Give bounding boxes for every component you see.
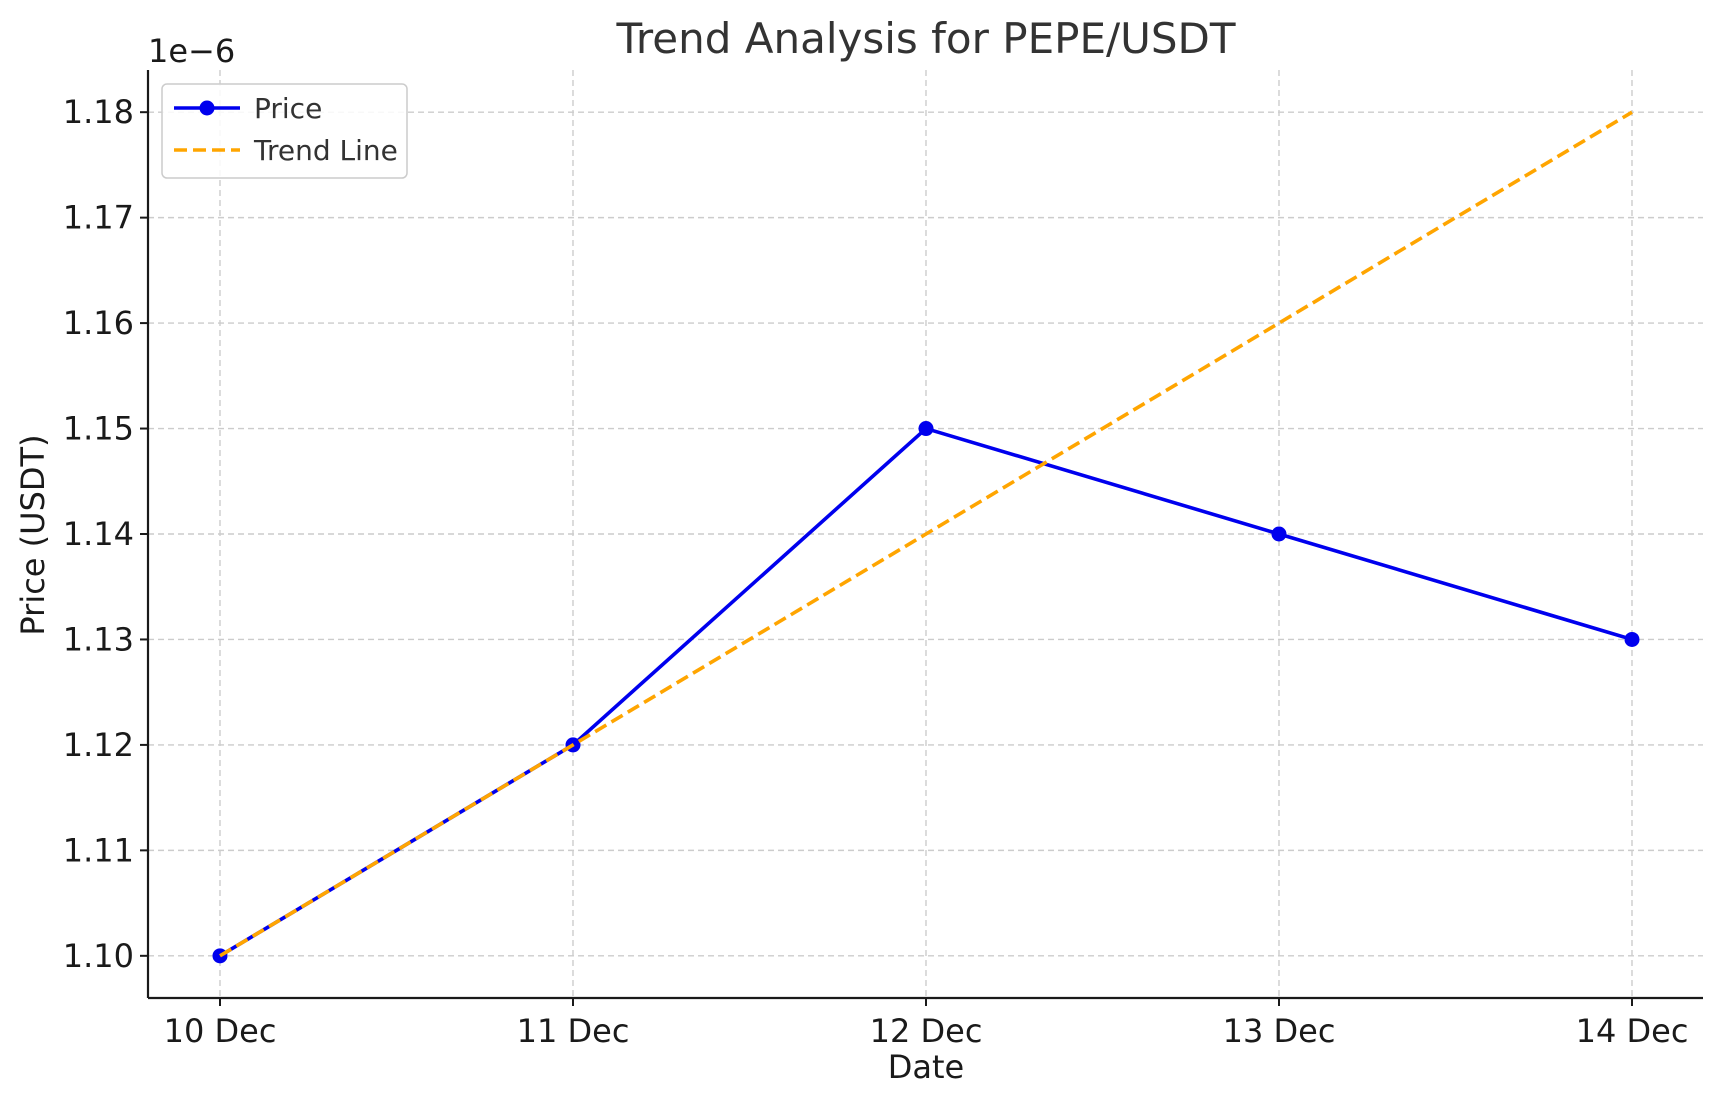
y-tick-label: 1.13 bbox=[63, 620, 134, 658]
y-tick-label: 1.10 bbox=[63, 937, 134, 975]
x-axis-label: Date bbox=[888, 1048, 964, 1086]
x-tick-label: 11 Dec bbox=[517, 1012, 630, 1050]
legend-price-marker bbox=[199, 100, 215, 116]
price-point bbox=[1271, 526, 1287, 542]
series bbox=[212, 110, 1640, 964]
x-tick-label: 14 Dec bbox=[1576, 1012, 1689, 1050]
axes: 10 Dec 11 Dec 12 Dec 13 Dec 14 Dec 1.10 1.11 1.… bbox=[63, 70, 1703, 1050]
x-tick-label: 13 Dec bbox=[1223, 1012, 1336, 1050]
y-axis-label: Price (USDT) bbox=[14, 434, 52, 635]
x-tick-label: 12 Dec bbox=[870, 1012, 983, 1050]
legend-trend-line-label: Trend Line bbox=[253, 134, 398, 167]
legend: Price Trend Line bbox=[161, 83, 408, 179]
legend-price-label: Price bbox=[254, 92, 322, 125]
y-tick-label: 1.15 bbox=[63, 410, 134, 448]
price-point bbox=[1624, 631, 1640, 647]
grid bbox=[148, 70, 1703, 998]
price-point bbox=[918, 421, 934, 437]
y-tick-label: 1.17 bbox=[63, 199, 134, 237]
y-tick-label: 1.14 bbox=[63, 515, 134, 553]
y-tick-label: 1.18 bbox=[63, 93, 134, 131]
y-tick-label: 1.11 bbox=[63, 831, 134, 869]
trend-line-line bbox=[219, 110, 1633, 958]
y-offset-label: 1e−6 bbox=[148, 32, 235, 70]
chart-title: Trend Analysis for PEPE/USDT bbox=[615, 14, 1235, 63]
y-tick-label: 1.12 bbox=[63, 726, 134, 764]
x-tick-label: 10 Dec bbox=[164, 1012, 277, 1050]
y-tick-label: 1.16 bbox=[63, 304, 134, 342]
